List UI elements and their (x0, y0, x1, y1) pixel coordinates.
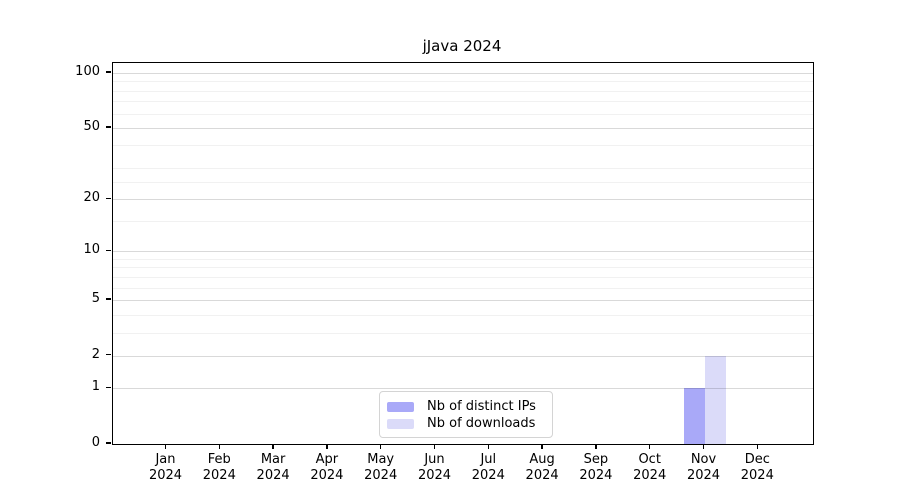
chart-title: jJava 2024 (422, 37, 502, 55)
minor-gridline (113, 332, 813, 334)
y-tick-label: 10 (83, 242, 100, 258)
y-tick-label: 5 (91, 290, 100, 306)
x-tick-label: Oct 2024 (633, 452, 667, 483)
legend-row-downloads: Nb of downloads (387, 415, 543, 432)
minor-gridline (113, 314, 813, 316)
x-tick-label: Jun 2024 (417, 452, 452, 483)
x-tick-mark (756, 444, 758, 450)
minor-gridline (113, 287, 813, 289)
legend: Nb of distinct IPs Nb of downloads (379, 391, 553, 438)
legend-swatch-downloads (387, 418, 414, 429)
x-tick-mark (487, 444, 489, 450)
minor-gridline (113, 267, 813, 269)
x-tick-mark (164, 444, 167, 450)
x-tick-mark (433, 444, 436, 450)
y-tick-label: 1 (91, 379, 100, 395)
x-tick-label: Sep 2024 (579, 452, 613, 483)
legend-label-downloads: Nb of downloads (427, 416, 536, 431)
y-tick-label: 50 (83, 118, 100, 134)
x-tick-label: Apr 2024 (310, 452, 344, 483)
y-tick-mark (106, 353, 111, 356)
minor-gridline (113, 258, 813, 260)
x-tick-label: Jan 2024 (148, 452, 183, 483)
minor-gridline (113, 167, 813, 169)
x-tick-mark (326, 444, 328, 450)
x-tick-label: Mar 2024 (256, 452, 290, 483)
x-tick-label: Feb 2024 (202, 452, 236, 483)
x-tick-label: Dec 2024 (740, 452, 774, 483)
y-tick-label: 20 (83, 190, 100, 206)
y-tick-mark (106, 126, 111, 128)
x-tick-mark (272, 444, 274, 450)
major-gridline (113, 299, 813, 301)
y-tick-mark (106, 442, 111, 444)
minor-gridline (113, 182, 813, 183)
bar-downloads (704, 355, 726, 444)
x-tick-mark (649, 444, 651, 450)
minor-gridline (113, 101, 813, 103)
major-gridline (113, 199, 813, 201)
x-tick-mark (380, 444, 382, 450)
legend-row-distinct-ips: Nb of distinct IPs (387, 398, 543, 415)
bar-distinct-ips (683, 388, 705, 444)
minor-gridline (113, 81, 813, 83)
major-gridline (113, 251, 813, 253)
legend-swatch-distinct-ips (387, 401, 414, 412)
major-gridline (113, 388, 813, 390)
x-tick-label: Jul 2024 (471, 452, 505, 483)
major-gridline (113, 72, 813, 74)
x-tick-label: Aug 2024 (525, 452, 559, 483)
y-tick-mark (106, 71, 111, 73)
x-tick-mark (595, 444, 597, 450)
y-tick-mark (106, 197, 111, 199)
y-tick-mark (106, 249, 111, 251)
y-tick-label: 100 (75, 63, 100, 79)
minor-gridline (113, 221, 813, 223)
minor-gridline (113, 90, 813, 92)
x-tick-mark (218, 444, 220, 450)
x-tick-label: Nov 2024 (686, 452, 721, 483)
major-gridline (113, 127, 813, 129)
legend-label-distinct-ips: Nb of distinct IPs (427, 399, 536, 414)
x-tick-label: May 2024 (364, 452, 398, 483)
x-tick-mark (541, 444, 543, 450)
y-tick-mark (106, 386, 111, 388)
y-tick-label: 2 (91, 346, 100, 362)
minor-gridline (113, 276, 813, 278)
x-tick-mark (702, 444, 705, 450)
minor-gridline (113, 113, 813, 115)
y-tick-label: 0 (91, 435, 100, 450)
minor-gridline (113, 145, 813, 147)
plot-area: Nb of distinct IPs Nb of downloads (112, 62, 814, 445)
y-tick-mark (106, 298, 111, 300)
major-gridline (113, 355, 813, 357)
